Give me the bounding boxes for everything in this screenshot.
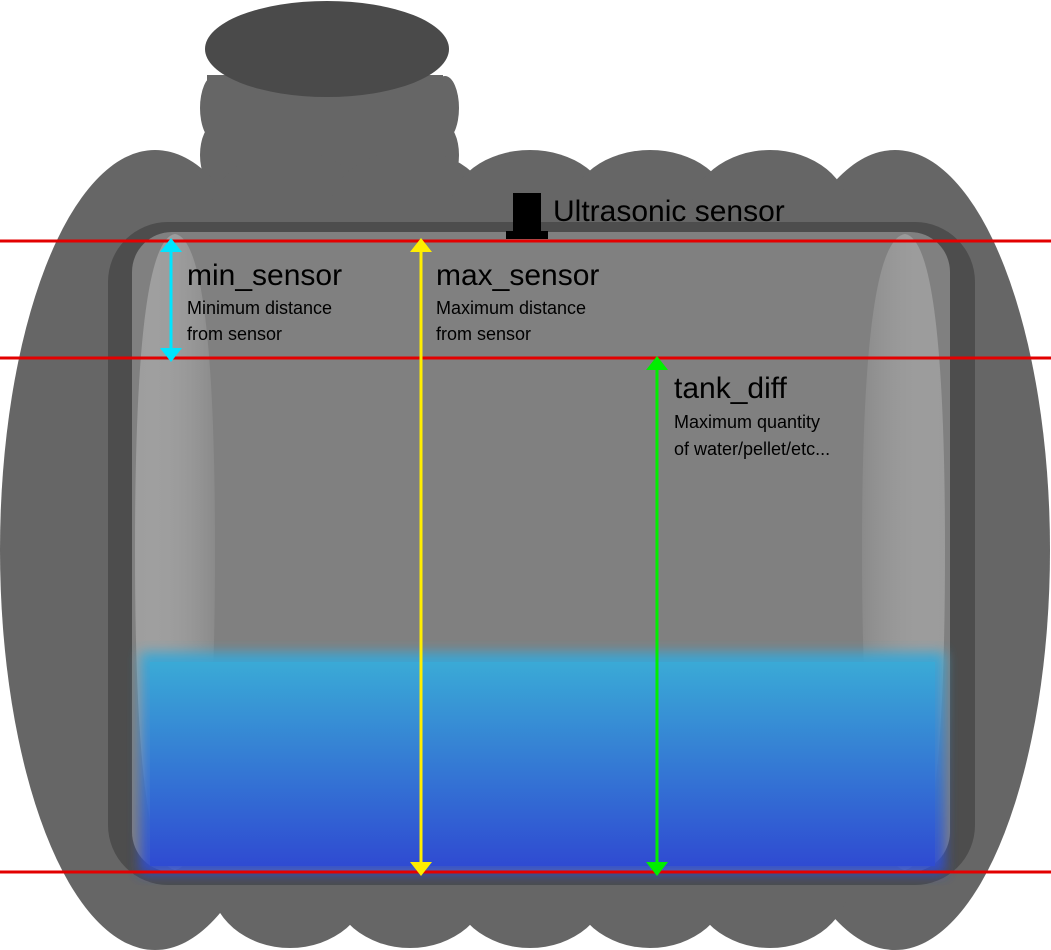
tank-diff-label: tank_diff Maximum quantity of water/pell… xyxy=(674,372,830,459)
sensor-label: Ultrasonic sensor xyxy=(553,195,785,228)
tank-diff-desc-line-2: of water/pellet/etc... xyxy=(674,439,830,459)
water-fill xyxy=(140,652,945,874)
tank-diff-title: tank_diff xyxy=(674,372,788,405)
tank-diff-desc-line-1: Maximum quantity xyxy=(674,412,820,432)
min-sensor-label: min_sensor Minimum distance from sensor xyxy=(187,259,342,344)
max-sensor-arrow xyxy=(410,238,432,876)
max-sensor-desc-line-2: from sensor xyxy=(436,324,531,344)
max-sensor-label: max_sensor Maximum distance from sensor xyxy=(436,259,599,344)
reference-lines xyxy=(0,239,1051,874)
min-sensor-desc-line-2: from sensor xyxy=(187,324,282,344)
min-sensor-arrow xyxy=(160,238,182,362)
min-sensor-title: min_sensor xyxy=(187,259,342,292)
tank-cap xyxy=(205,1,449,97)
tank-diff-arrow xyxy=(646,356,668,876)
ultrasonic-sensor-icon xyxy=(506,193,548,239)
max-sensor-desc-line-1: Maximum distance xyxy=(436,298,586,318)
min-sensor-desc-line-1: Minimum distance xyxy=(187,298,332,318)
max-sensor-title: max_sensor xyxy=(436,259,599,292)
